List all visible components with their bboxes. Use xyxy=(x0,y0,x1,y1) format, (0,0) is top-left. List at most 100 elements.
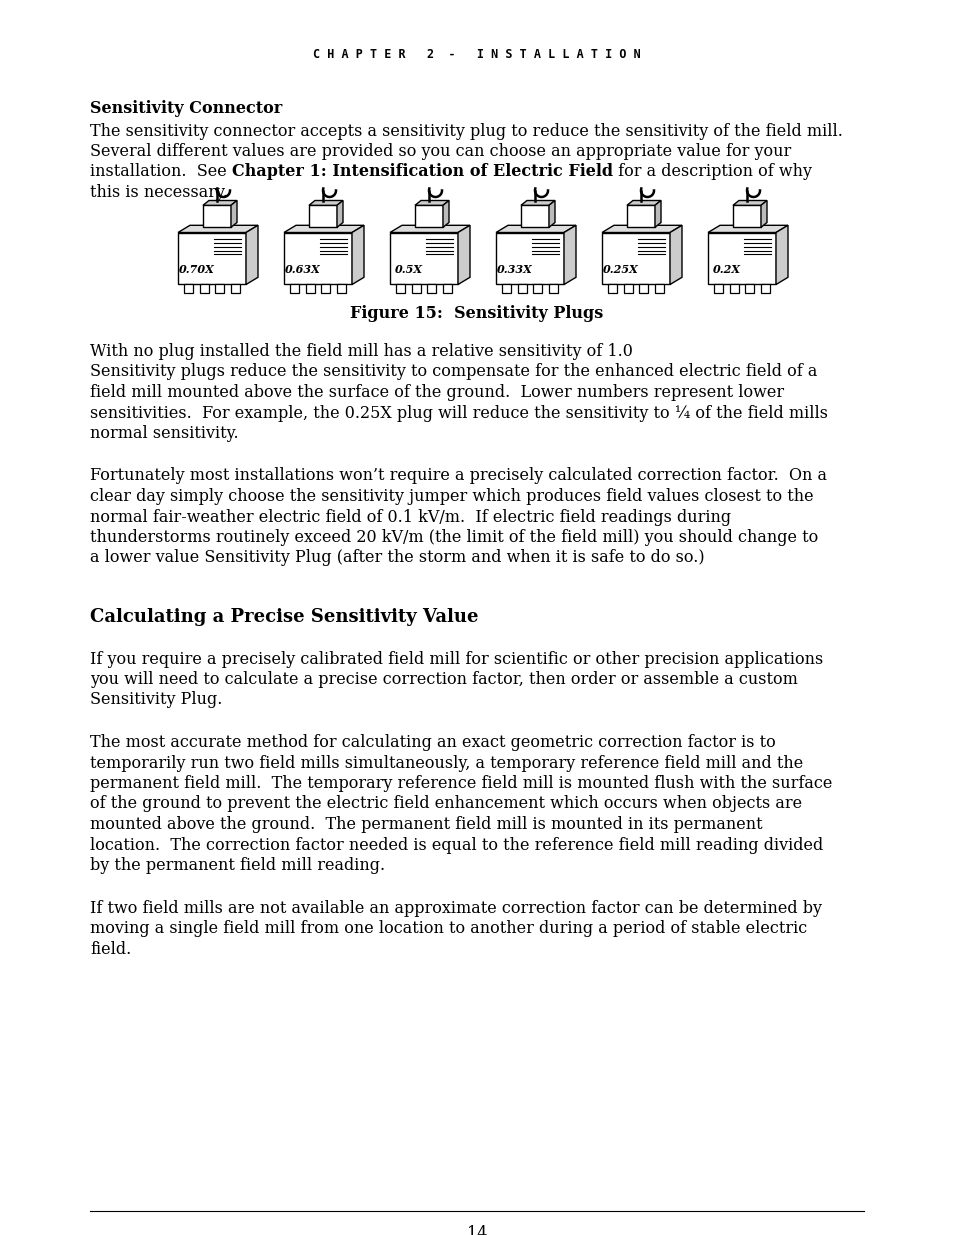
Polygon shape xyxy=(442,284,451,294)
Text: The sensitivity connector accepts a sensitivity plug to reduce the sensitivity o: The sensitivity connector accepts a sens… xyxy=(90,122,842,140)
Polygon shape xyxy=(412,284,420,294)
Text: sensitivities.  For example, the 0.25X plug will reduce the sensitivity to ¼ of : sensitivities. For example, the 0.25X pl… xyxy=(90,405,827,421)
Polygon shape xyxy=(284,225,364,232)
Text: this is necessary.: this is necessary. xyxy=(90,184,228,201)
Text: Sensitivity plugs reduce the sensitivity to compensate for the enhanced electric: Sensitivity plugs reduce the sensitivity… xyxy=(90,363,817,380)
Text: 0.2X: 0.2X xyxy=(712,264,740,275)
Polygon shape xyxy=(732,200,766,205)
Polygon shape xyxy=(178,225,257,232)
Polygon shape xyxy=(457,225,470,284)
Text: of the ground to prevent the electric field enhancement which occurs when object: of the ground to prevent the electric fi… xyxy=(90,795,801,813)
Polygon shape xyxy=(502,284,511,294)
Text: Chapter 1: Intensification of Electric Field: Chapter 1: Intensification of Electric F… xyxy=(232,163,613,180)
Text: Sensitivity Connector: Sensitivity Connector xyxy=(90,100,282,117)
Polygon shape xyxy=(548,284,557,294)
Polygon shape xyxy=(548,200,555,227)
Text: permanent field mill.  The temporary reference field mill is mounted flush with : permanent field mill. The temporary refe… xyxy=(90,776,832,792)
Text: mounted above the ground.  The permanent field mill is mounted in its permanent: mounted above the ground. The permanent … xyxy=(90,816,761,832)
Polygon shape xyxy=(309,200,343,205)
Polygon shape xyxy=(760,200,766,227)
Text: temporarily run two field mills simultaneously, a temporary reference field mill: temporarily run two field mills simultan… xyxy=(90,755,802,772)
Polygon shape xyxy=(336,200,343,227)
Polygon shape xyxy=(608,284,617,294)
Text: 0.25X: 0.25X xyxy=(602,264,639,275)
Text: C H A P T E R   2  -   I N S T A L L A T I O N: C H A P T E R 2 - I N S T A L L A T I O … xyxy=(313,48,640,61)
Polygon shape xyxy=(517,284,526,294)
Polygon shape xyxy=(601,225,681,232)
Text: clear day simply choose the sensitivity jumper which produces field values close: clear day simply choose the sensitivity … xyxy=(90,488,813,505)
Text: 0.33X: 0.33X xyxy=(497,264,533,275)
Polygon shape xyxy=(309,205,336,227)
Text: Fortunately most installations won’t require a precisely calculated correction f: Fortunately most installations won’t req… xyxy=(90,468,826,484)
Polygon shape xyxy=(231,284,239,294)
Polygon shape xyxy=(396,284,405,294)
Polygon shape xyxy=(533,284,541,294)
Polygon shape xyxy=(639,284,647,294)
Polygon shape xyxy=(744,284,754,294)
Polygon shape xyxy=(390,232,457,284)
Polygon shape xyxy=(306,284,314,294)
Text: by the permanent field mill reading.: by the permanent field mill reading. xyxy=(90,857,385,874)
Polygon shape xyxy=(336,284,345,294)
Text: a lower value Sensitivity Plug (after the storm and when it is safe to do so.): a lower value Sensitivity Plug (after th… xyxy=(90,550,704,567)
Text: Several different values are provided so you can choose an appropriate value for: Several different values are provided so… xyxy=(90,143,790,161)
Polygon shape xyxy=(760,284,769,294)
Polygon shape xyxy=(729,284,738,294)
Polygon shape xyxy=(284,232,352,284)
Polygon shape xyxy=(626,205,655,227)
Polygon shape xyxy=(321,284,330,294)
Text: 0.5X: 0.5X xyxy=(395,264,422,275)
Text: installation.  See: installation. See xyxy=(90,163,232,180)
Polygon shape xyxy=(626,200,660,205)
Text: thunderstorms routinely exceed 20 kV/m (the limit of the field mill) you should : thunderstorms routinely exceed 20 kV/m (… xyxy=(90,529,818,546)
Polygon shape xyxy=(290,284,299,294)
Polygon shape xyxy=(520,200,555,205)
Polygon shape xyxy=(654,284,663,294)
Polygon shape xyxy=(199,284,209,294)
Polygon shape xyxy=(415,200,449,205)
Polygon shape xyxy=(601,232,669,284)
Polygon shape xyxy=(203,205,231,227)
Polygon shape xyxy=(352,225,364,284)
Text: Figure 15:  Sensitivity Plugs: Figure 15: Sensitivity Plugs xyxy=(350,305,603,321)
Polygon shape xyxy=(707,232,775,284)
Text: Sensitivity Plug.: Sensitivity Plug. xyxy=(90,692,222,709)
Polygon shape xyxy=(707,225,787,232)
Polygon shape xyxy=(714,284,722,294)
Polygon shape xyxy=(178,232,246,284)
Text: 14: 14 xyxy=(466,1225,487,1235)
Polygon shape xyxy=(442,200,449,227)
Text: normal fair-weather electric field of 0.1 kV/m.  If electric field readings duri: normal fair-weather electric field of 0.… xyxy=(90,509,730,526)
Polygon shape xyxy=(732,205,760,227)
Polygon shape xyxy=(415,205,442,227)
Text: location.  The correction factor needed is equal to the reference field mill rea: location. The correction factor needed i… xyxy=(90,836,822,853)
Text: With no plug installed the field mill has a relative sensitivity of 1.0: With no plug installed the field mill ha… xyxy=(90,343,632,359)
Polygon shape xyxy=(496,232,563,284)
Polygon shape xyxy=(427,284,436,294)
Polygon shape xyxy=(623,284,632,294)
Text: 0.70X: 0.70X xyxy=(179,264,214,275)
Polygon shape xyxy=(563,225,576,284)
Text: Calculating a Precise Sensitivity Value: Calculating a Precise Sensitivity Value xyxy=(90,608,478,626)
Polygon shape xyxy=(775,225,787,284)
Polygon shape xyxy=(520,205,548,227)
Polygon shape xyxy=(669,225,681,284)
Text: 0.63X: 0.63X xyxy=(285,264,320,275)
Text: moving a single field mill from one location to another during a period of stabl: moving a single field mill from one loca… xyxy=(90,920,806,937)
Polygon shape xyxy=(215,284,224,294)
Text: field mill mounted above the surface of the ground.  Lower numbers represent low: field mill mounted above the surface of … xyxy=(90,384,783,401)
Polygon shape xyxy=(246,225,257,284)
Text: If you require a precisely calibrated field mill for scientific or other precisi: If you require a precisely calibrated fi… xyxy=(90,651,822,667)
Text: you will need to calculate a precise correction factor, then order or assemble a: you will need to calculate a precise cor… xyxy=(90,671,797,688)
Polygon shape xyxy=(655,200,660,227)
Text: normal sensitivity.: normal sensitivity. xyxy=(90,425,238,442)
Text: for a description of why: for a description of why xyxy=(613,163,811,180)
Text: If two field mills are not available an approximate correction factor can be det: If two field mills are not available an … xyxy=(90,899,821,916)
Text: field.: field. xyxy=(90,941,132,957)
Polygon shape xyxy=(184,284,193,294)
Polygon shape xyxy=(390,225,470,232)
Polygon shape xyxy=(231,200,236,227)
Polygon shape xyxy=(496,225,576,232)
Text: The most accurate method for calculating an exact geometric correction factor is: The most accurate method for calculating… xyxy=(90,734,775,751)
Polygon shape xyxy=(203,200,236,205)
